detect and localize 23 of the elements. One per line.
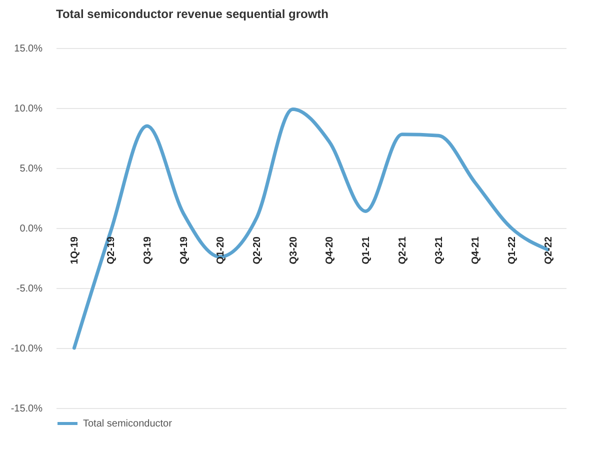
x-tick-label: Q1-22 (506, 236, 518, 264)
x-tick-label: Q2-20 (252, 236, 263, 264)
x-tick-label: Q4-20 (324, 236, 336, 264)
y-tick-label: -5.0% (16, 284, 43, 294)
y-tick-label: 0.0% (20, 224, 43, 234)
x-tick-label: Q3-21 (434, 236, 445, 264)
x-tick-label: Q3-19 (142, 236, 154, 264)
y-tick-label: -10.0% (10, 344, 43, 354)
x-tick-label: Q1-21 (361, 236, 372, 264)
chart-title: Total semiconductor revenue sequential growth (56, 7, 328, 21)
x-tick-label: Q4-19 (179, 236, 190, 264)
y-tick-label: 15.0% (14, 44, 43, 54)
x-tick-label: 1Q-19 (70, 236, 81, 264)
x-tick-label: Q3-20 (288, 236, 300, 264)
x-tick-label: Q4-21 (470, 236, 482, 264)
x-tick-label: Q2-21 (398, 236, 409, 264)
x-tick-label: Q2-22 (543, 236, 554, 264)
y-tick-label: 5.0% (20, 164, 43, 174)
x-tick-label: Q1-20 (215, 236, 226, 264)
x-tick-label: Q2-19 (106, 236, 118, 264)
legend-label: Total semiconductor (83, 418, 173, 430)
y-tick-label: -15.0% (10, 404, 43, 414)
y-tick-label: 10.0% (14, 104, 43, 114)
